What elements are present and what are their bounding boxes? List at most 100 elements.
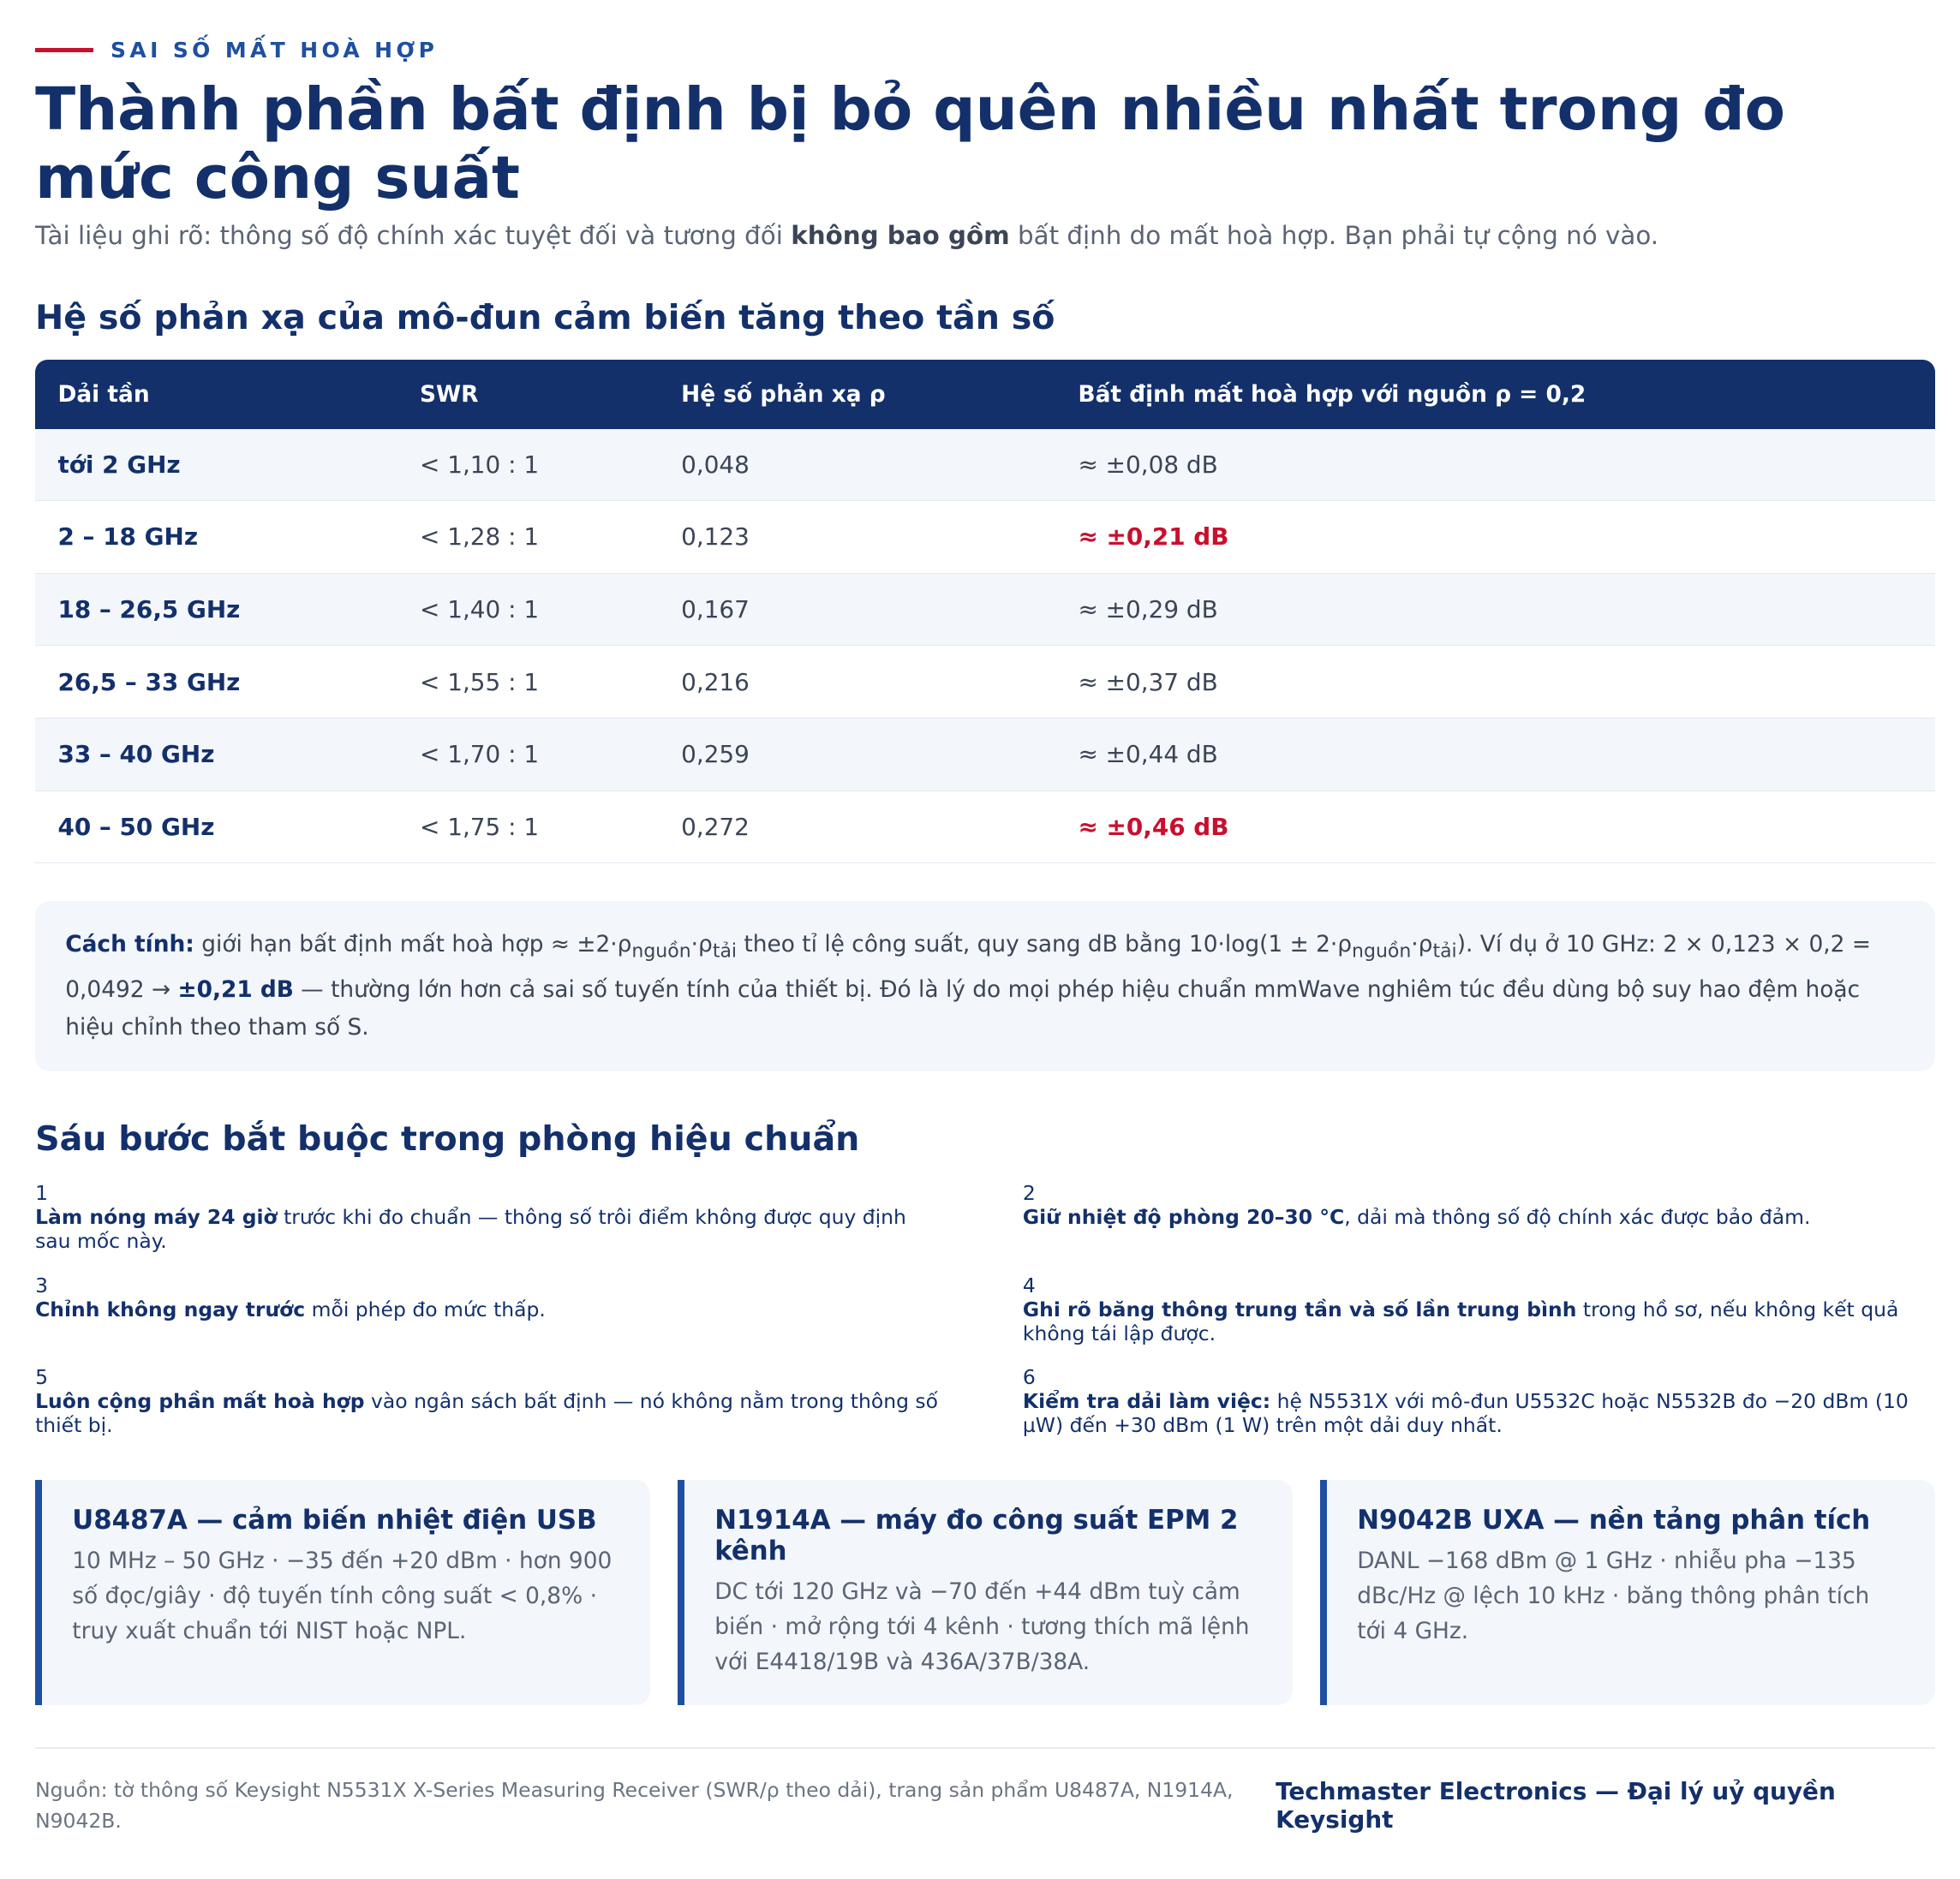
table-head: Dải tần SWR Hệ số phản xạ ρ Bất định mất ho… bbox=[35, 359, 1935, 429]
steps-grid: 1 Làm nóng máy 24 giờ trước khi đo chuẩn … bbox=[35, 1181, 1935, 1437]
table-cell: < 1,55 : 1 bbox=[397, 645, 659, 719]
product-cards: U8487A — cảm biến nhiệt điện USB 10 MHz –… bbox=[35, 1479, 1935, 1705]
table-body: tới 2 GHz < 1,10 : 1 0,048 ≈ ±0,08 dB 2 – 18… bbox=[35, 428, 1935, 864]
step: 4 Ghi rõ băng thông trung tần và số lần t… bbox=[1023, 1274, 1935, 1345]
step-strong: Giữ nhiệt độ phòng 20–30 °C bbox=[1022, 1205, 1345, 1230]
table-cell: ≈ ±0,46 dB bbox=[1055, 790, 1935, 864]
step: 6 Kiểm tra dải làm việc: hệ N5531X với mô… bbox=[1023, 1365, 1935, 1437]
table-cell: < 1,70 : 1 bbox=[397, 718, 659, 791]
step-body: hệ N5531X với mô-đun U5532C hoặc N5532B … bbox=[1022, 1389, 1909, 1438]
product-card: N1914A — máy đo công suất EPM 2 kênh DC t… bbox=[678, 1479, 1293, 1705]
eyebrow-text: SAI SỐ MẤT HOÀ HỢP bbox=[111, 38, 439, 63]
step-body: trong hồ sơ, nếu không kết quả không tái… bbox=[1022, 1297, 1899, 1345]
swr-table: Dải tần SWR Hệ số phản xạ ρ Bất định mất ho… bbox=[35, 359, 1935, 864]
step-number: 4 bbox=[1022, 1273, 1036, 1297]
page-title: Thành phần bất định bị bỏ quên nhiều nhấ… bbox=[35, 75, 1785, 213]
note-strong: Cách tính: bbox=[65, 931, 194, 958]
table-cell: 18 – 26,5 GHz bbox=[35, 573, 397, 647]
table-cell: < 1,75 : 1 bbox=[397, 790, 659, 864]
step-number: 2 bbox=[1022, 1181, 1036, 1206]
brand: Techmaster Electronics — Đại lý uỷ quyền… bbox=[1276, 1777, 1836, 1834]
formula-note: Cách tính: giới hạn bất định mất hoà hợp… bbox=[35, 901, 1935, 1072]
subtitle-text: bất định do mất hoà hợp. Bạn phải tự cộn… bbox=[1009, 220, 1659, 250]
section-heading: Hệ số phản xạ của mô-đun cảm biến tăng t… bbox=[35, 297, 1055, 337]
step: 1 Làm nóng máy 24 giờ trước khi đo chuẩn … bbox=[35, 1181, 947, 1253]
step: 3 Chỉnh không ngay trước mỗi phép đo mức … bbox=[35, 1274, 947, 1345]
table-cell: ≈ ±0,21 dB bbox=[1055, 500, 1935, 574]
step-body: , dải mà thông số độ chính xác được bảo … bbox=[1344, 1205, 1811, 1230]
table-cell: ≈ ±0,44 dB bbox=[1055, 718, 1935, 791]
step-strong: Kiểm tra dải làm việc: bbox=[1022, 1389, 1271, 1414]
body: SAI SỐ MẤT HOÀ HỢP Thành phần bất định b… bbox=[0, 38, 1960, 1879]
table-cell: 0,123 bbox=[658, 500, 1056, 574]
table-cell: 0,272 bbox=[658, 790, 1056, 864]
step-text: Ghi rõ băng thông trung tần và số lần tr… bbox=[1023, 1297, 1935, 1345]
section-heading: Sáu bước bắt buộc trong phòng hiệu chuẩn bbox=[35, 1118, 860, 1159]
page-wrap: SAI SỐ MẤT HOÀ HỢP Thành phần bất định b… bbox=[0, 38, 1960, 1837]
table-row: tới 2 GHz < 1,10 : 1 0,048 ≈ ±0,08 dB bbox=[35, 428, 1935, 502]
table-cell: < 1,10 : 1 bbox=[397, 428, 659, 502]
step-text: Kiểm tra dải làm việc: hệ N5531X với mô-… bbox=[1023, 1389, 1935, 1437]
table-cell: 0,048 bbox=[658, 428, 1056, 502]
note-sub: nguồn bbox=[1352, 940, 1412, 963]
column-header: Dải tần bbox=[35, 359, 397, 429]
table-cell: 33 – 40 GHz bbox=[35, 718, 397, 791]
step-number: 3 bbox=[35, 1273, 48, 1297]
card-body: 10 MHz – 50 GHz · −35 đến +20 dBm · hơn … bbox=[72, 1548, 612, 1645]
note-text: giới hạn bất định mất hoà hợp ≈ ±2·ρ bbox=[194, 931, 632, 958]
step-number: 6 bbox=[1022, 1365, 1036, 1390]
note-text: ·ρ bbox=[690, 931, 713, 958]
card-title: N9042B UXA — nền tảng phân tích bbox=[1357, 1505, 1871, 1536]
step-body: trước khi đo chuẩn — thông số trôi điểm … bbox=[35, 1205, 906, 1254]
note-text: ). Ví dụ ở 10 GHz: 2 × 0,123 × 0,2 = 0,0… bbox=[65, 931, 1871, 1003]
step-body: mỗi phép đo mức thấp. bbox=[305, 1297, 546, 1321]
note-strong: ±0,21 dB bbox=[177, 975, 294, 1003]
step: 5 Luôn cộng phần mất hoà hợp vào ngân sác… bbox=[35, 1365, 947, 1437]
product-card: N9042B UXA — nền tảng phân tích DANL −168… bbox=[1320, 1479, 1935, 1705]
table-cell: 40 – 50 GHz bbox=[35, 790, 397, 864]
column-header: SWR bbox=[397, 359, 659, 429]
card-body: DC tới 120 GHz và −70 đến +44 dBm tuỳ cả… bbox=[714, 1578, 1250, 1676]
step: 2 Giữ nhiệt độ phòng 20–30 °C, dải mà thô… bbox=[1023, 1181, 1935, 1253]
note-text: ·ρ bbox=[1411, 931, 1433, 958]
card-title: N1914A — máy đo công suất EPM 2 kênh bbox=[714, 1505, 1239, 1567]
note-sub: nguồn bbox=[631, 940, 691, 963]
subtitle: Tài liệu ghi rõ: thông số độ chính xác t… bbox=[35, 221, 1935, 250]
step-text: Làm nóng máy 24 giờ trước khi đo chuẩn —… bbox=[35, 1205, 947, 1253]
table-cell: tới 2 GHz bbox=[35, 428, 397, 502]
table-cell: ≈ ±0,37 dB bbox=[1055, 645, 1935, 719]
step-text: Chỉnh không ngay trước mỗi phép đo mức t… bbox=[35, 1297, 947, 1321]
column-header: Bất định mất hoà hợp với nguồn ρ = 0,2 bbox=[1055, 359, 1935, 429]
table-cell: 0,259 bbox=[658, 718, 1056, 791]
subtitle-strong: không bao gồm bbox=[791, 220, 1010, 250]
note-sub: tải bbox=[1432, 940, 1457, 963]
subtitle-text: Tài liệu ghi rõ: thông số độ chính xác t… bbox=[35, 220, 792, 250]
step-number: 5 bbox=[35, 1365, 48, 1390]
step-strong: Ghi rõ băng thông trung tần và số lần tr… bbox=[1022, 1297, 1577, 1321]
table-cell: ≈ ±0,08 dB bbox=[1055, 428, 1935, 502]
step-body: vào ngân sách bất định — nó không nằm tr… bbox=[35, 1389, 938, 1438]
eyebrow: SAI SỐ MẤT HOÀ HỢP bbox=[35, 38, 1935, 63]
card-body: DANL −168 dBm @ 1 GHz · nhiễu pha −135 d… bbox=[1357, 1548, 1870, 1645]
table-row: 40 – 50 GHz < 1,75 : 1 0,272 ≈ ±0,46 dB bbox=[35, 790, 1935, 864]
step-strong: Làm nóng máy 24 giờ bbox=[35, 1205, 278, 1230]
column-header: Hệ số phản xạ ρ bbox=[658, 359, 1056, 429]
step-number: 1 bbox=[35, 1181, 48, 1206]
table-row: 18 – 26,5 GHz < 1,40 : 1 0,167 ≈ ±0,29 dB bbox=[35, 573, 1935, 647]
table-row: 2 – 18 GHz < 1,28 : 1 0,123 ≈ ±0,21 dB bbox=[35, 500, 1935, 574]
card-title: U8487A — cảm biến nhiệt điện USB bbox=[72, 1505, 597, 1536]
table-cell: 0,167 bbox=[658, 573, 1056, 647]
table-cell: ≈ ±0,29 dB bbox=[1055, 573, 1935, 647]
table-cell: < 1,40 : 1 bbox=[397, 573, 659, 647]
table-cell: 26,5 – 33 GHz bbox=[35, 645, 397, 719]
table-row: 26,5 – 33 GHz < 1,55 : 1 0,216 ≈ ±0,37 dB bbox=[35, 645, 1935, 719]
accent-bar bbox=[35, 48, 93, 52]
step-strong: Luôn cộng phần mất hoà hợp bbox=[35, 1389, 365, 1414]
source-note: Nguồn: tờ thông số Keysight N5531X X-Ser… bbox=[35, 1777, 1234, 1834]
step-text: Giữ nhiệt độ phòng 20–30 °C, dải mà thôn… bbox=[1023, 1205, 1935, 1229]
table-cell: 2 – 18 GHz bbox=[35, 500, 397, 574]
table-cell: < 1,28 : 1 bbox=[397, 500, 659, 574]
step-strong: Chỉnh không ngay trước bbox=[35, 1297, 306, 1321]
note-sub: tải bbox=[712, 940, 738, 963]
